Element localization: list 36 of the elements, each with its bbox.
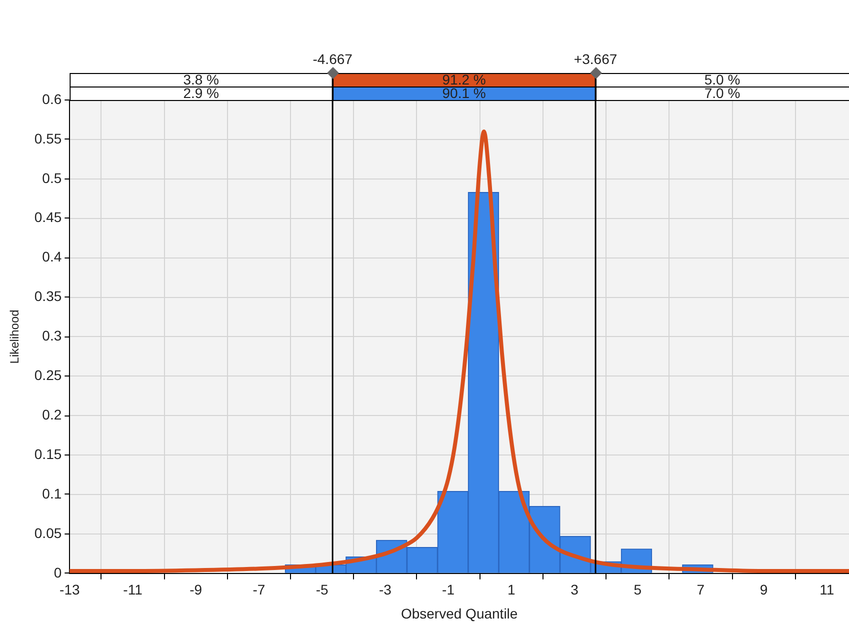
y-tick-label: 0.2 [42, 406, 62, 422]
x-tick-label: -5 [316, 582, 329, 598]
x-tick-label: 1 [507, 582, 516, 598]
y-tick-label: 0.1 [42, 485, 62, 502]
y-tick-label: 0.55 [34, 130, 62, 146]
x-tick-label: 11 [820, 582, 834, 598]
ref-line-label: -4.667 [312, 51, 353, 67]
y-tick-label: 0.6 [42, 90, 62, 107]
x-tick-label: -1 [442, 582, 455, 598]
text: 91.2 % [442, 72, 486, 88]
x-tick-label: 5 [634, 582, 642, 598]
y-tick-label: 0.5 [42, 170, 62, 186]
y-axis-title: Likelihood [8, 310, 22, 364]
y-tick-label: 0.25 [34, 367, 62, 384]
x-tick-label: 3 [570, 582, 579, 598]
text: 5.0 % [704, 72, 740, 88]
x-tick-label: -13 [60, 582, 80, 598]
y-tick-label: 0.3 [42, 328, 62, 344]
annotation: 7.0 % [704, 85, 740, 102]
x-tick-label: -11 [123, 582, 143, 598]
x-tick-label: 7 [696, 582, 705, 598]
y-tick-label: 0.15 [34, 446, 62, 462]
y-tick-label: 0.45 [34, 209, 62, 226]
x-axis-title: Observed Quantile [400, 605, 518, 622]
y-tick-label: 0.05 [34, 524, 62, 541]
x-tick-label: -9 [190, 582, 202, 598]
ref-line-label: +3.667 [574, 51, 618, 67]
text: 3.8 % [183, 72, 220, 88]
x-tick-label: -7 [252, 582, 266, 598]
annotation: 2.9 % [183, 85, 220, 102]
x-tick-label: -3 [378, 582, 392, 598]
y-tick-label: 0.35 [34, 288, 62, 304]
annotation: 90.1 % [442, 85, 486, 102]
x-tick-label: 9 [760, 582, 768, 598]
y-tick-label: 0.4 [42, 248, 62, 265]
y-tick-label: 0 [54, 564, 62, 580]
